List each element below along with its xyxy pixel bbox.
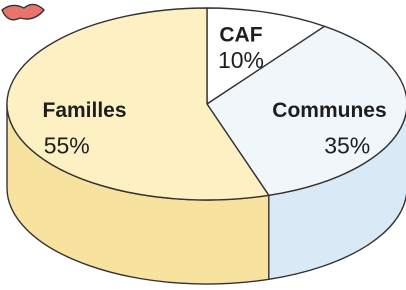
page: {"chart_data": {"type": "pie3d", "catego… (0, 0, 406, 290)
value-label: 35% (324, 132, 370, 158)
category-label: Communes (272, 99, 386, 122)
chart: CAF10% Communes 35% Familles 55% (0, 0, 406, 290)
value-label: 10% (218, 47, 264, 73)
value-label: 55% (44, 132, 90, 158)
decoration (2, 4, 44, 19)
category-label: CAF (219, 23, 262, 46)
category-label: Familles (43, 99, 127, 122)
